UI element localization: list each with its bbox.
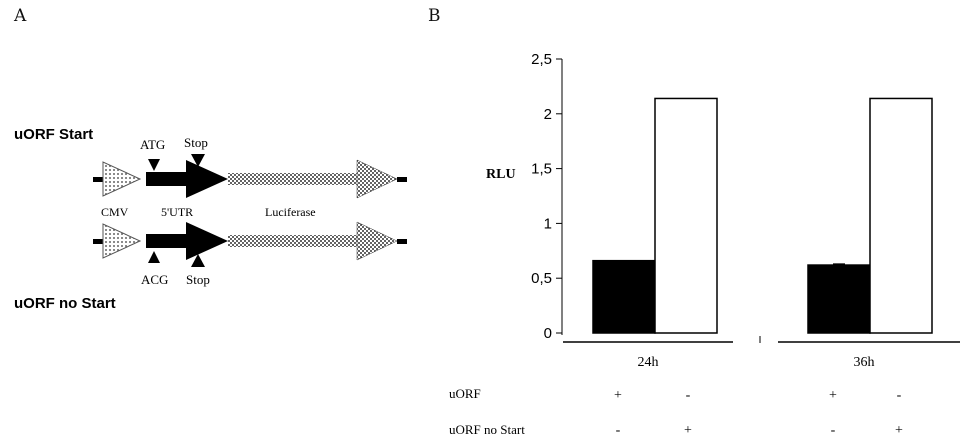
panel-label-b: B: [428, 6, 441, 26]
atg-label: ATG: [140, 137, 165, 152]
condition-mark: -: [831, 423, 836, 438]
construct2-luciferase-bar: [228, 235, 358, 247]
stop1-marker-icon: [191, 154, 205, 167]
y-tick-label: 1: [544, 215, 552, 232]
construct1-utr-bar: [146, 172, 188, 186]
construct-diagram: uORF Start ATG Stop CMV 5'UTR Luciferase…: [14, 126, 407, 312]
stop2-label: Stop: [186, 272, 210, 287]
construct2-left-line: [93, 239, 103, 244]
y-tick-label: 0: [544, 325, 552, 342]
condition-mark: +: [895, 423, 903, 438]
stop2-marker-icon: [191, 254, 205, 267]
bar: [807, 264, 871, 334]
group-label-24h: 24h: [638, 355, 659, 370]
bar: [592, 259, 656, 334]
utr-label: 5'UTR: [161, 205, 193, 219]
construct1-label: uORF Start: [14, 126, 93, 143]
condition-mark: +: [829, 388, 837, 403]
condition-mark: -: [686, 388, 691, 403]
y-tick-label: 2,5: [531, 51, 552, 68]
rlu-bar-chart: RLU 24h 36h uORF uORF no Start 0 0,5 1 1,5 2…: [449, 51, 960, 438]
cmv-label: CMV: [101, 205, 129, 219]
luciferase-label: Luciferase: [265, 205, 316, 219]
construct1-luciferase-bar: [228, 173, 358, 185]
bar: [654, 97, 718, 334]
bar: [869, 97, 933, 334]
condition-label-uorf: uORF: [449, 386, 481, 401]
stop1-label: Stop: [184, 135, 208, 150]
condition-mark: -: [897, 388, 902, 403]
acg-marker-icon: [148, 251, 160, 263]
group-label-36h: 36h: [854, 355, 875, 370]
construct2-utr-arrow: [186, 222, 228, 260]
construct1-utr-arrow: [186, 160, 228, 198]
y-tick-label: 0,5: [531, 270, 552, 287]
panel-label-a: A: [14, 6, 27, 26]
construct2-cmv-promoter: [102, 223, 142, 259]
construct2-label: uORF no Start: [14, 295, 116, 312]
atg-marker-icon: [148, 159, 160, 171]
construct1-left-line: [93, 177, 103, 182]
construct1-right-line: [397, 177, 407, 182]
construct2-right-line: [397, 239, 407, 244]
y-tick-label: 2: [544, 106, 552, 123]
construct2-luciferase-arrow: [356, 221, 398, 261]
construct1-cmv-promoter: [102, 161, 142, 197]
acg-label: ACG: [141, 272, 168, 287]
y-tick-label: 1,5: [531, 161, 552, 178]
construct2-utr-bar: [146, 234, 188, 248]
condition-mark: +: [614, 388, 622, 403]
y-axis-label: RLU: [486, 167, 516, 182]
condition-mark: -: [616, 423, 621, 438]
condition-mark: +: [684, 423, 692, 438]
condition-label-uorf-no-start: uORF no Start: [449, 422, 525, 437]
construct1-luciferase-arrow: [356, 159, 398, 199]
